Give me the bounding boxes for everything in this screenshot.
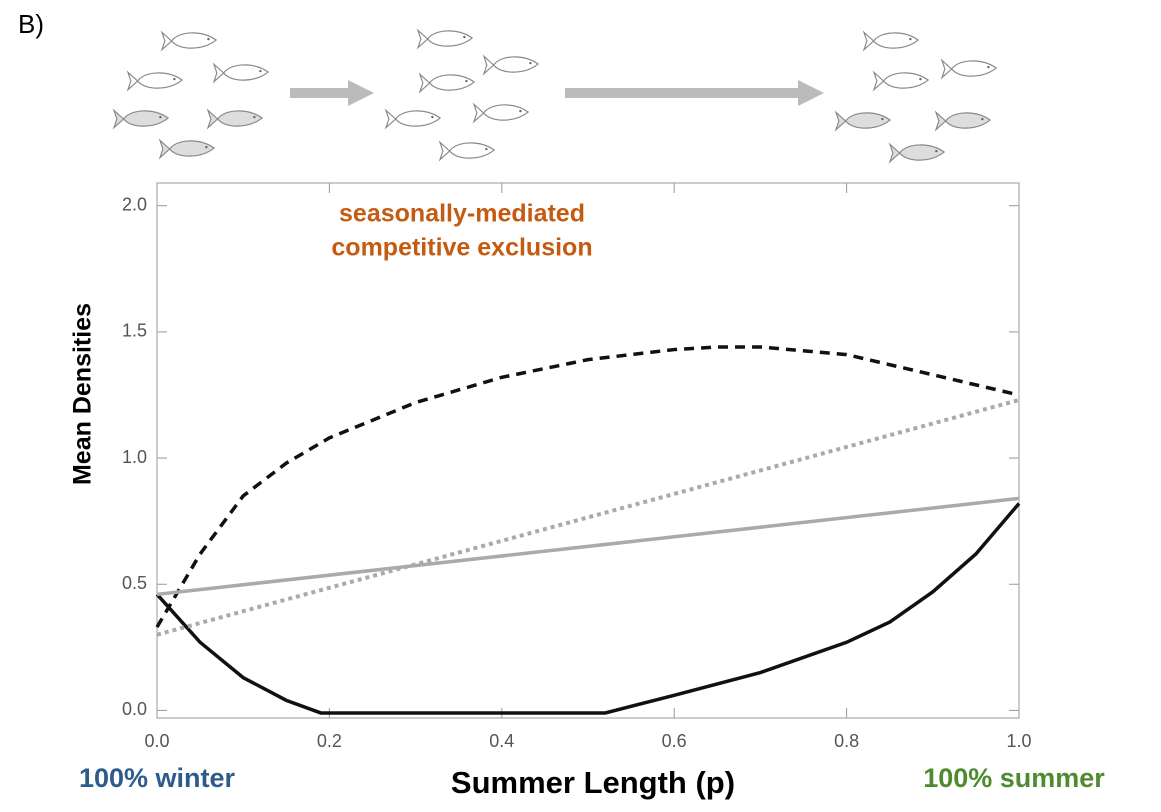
fish bbox=[213, 63, 269, 83]
fish-group-after bbox=[835, 31, 997, 163]
fish bbox=[941, 59, 997, 79]
fish bbox=[127, 71, 183, 91]
fish bbox=[419, 73, 475, 93]
y-tick-label: 0.0 bbox=[122, 699, 147, 719]
fish bbox=[439, 141, 495, 161]
fish-group-before bbox=[113, 31, 269, 159]
fish bbox=[159, 139, 215, 159]
y-tick-label: 1.5 bbox=[122, 321, 147, 341]
fish bbox=[863, 31, 919, 51]
data-line bbox=[155, 345, 1020, 629]
fish bbox=[873, 71, 929, 91]
x-tick-label: 0.6 bbox=[662, 731, 687, 751]
fish bbox=[935, 111, 991, 131]
data-line bbox=[155, 502, 1021, 715]
x-tick-label: 0.2 bbox=[317, 731, 342, 751]
panel-label: B) bbox=[18, 9, 44, 39]
annotation: competitive exclusion bbox=[331, 234, 592, 262]
x-tick-label: 0.0 bbox=[144, 731, 169, 751]
y-tick-label: 2.0 bbox=[122, 194, 147, 214]
fish bbox=[161, 31, 217, 51]
plot-frame bbox=[156, 182, 1020, 719]
x-tick-label: 0.4 bbox=[489, 731, 514, 751]
fish bbox=[473, 103, 529, 123]
x-axis-label: Summer Length (p) bbox=[451, 765, 735, 800]
annotation: seasonally-mediated bbox=[339, 200, 585, 228]
x-end-label: 100% winter bbox=[79, 763, 236, 793]
fish bbox=[207, 109, 263, 129]
fish bbox=[889, 143, 945, 163]
y-tick-label: 0.5 bbox=[122, 573, 147, 593]
x-end-label: 100% summer bbox=[923, 763, 1105, 793]
fish bbox=[385, 109, 441, 129]
fish-group-middle bbox=[385, 29, 539, 161]
data-line bbox=[156, 398, 1020, 637]
y-axis-label: Mean Densities bbox=[69, 303, 97, 485]
data-line bbox=[156, 496, 1020, 597]
fish bbox=[417, 29, 473, 49]
fish bbox=[113, 109, 169, 129]
x-tick-label: 0.8 bbox=[834, 731, 859, 751]
y-tick-label: 1.0 bbox=[122, 447, 147, 467]
fish bbox=[483, 55, 539, 75]
arrow bbox=[290, 80, 374, 106]
arrow bbox=[565, 80, 824, 106]
x-tick-label: 1.0 bbox=[1006, 731, 1031, 751]
fish bbox=[835, 111, 891, 131]
